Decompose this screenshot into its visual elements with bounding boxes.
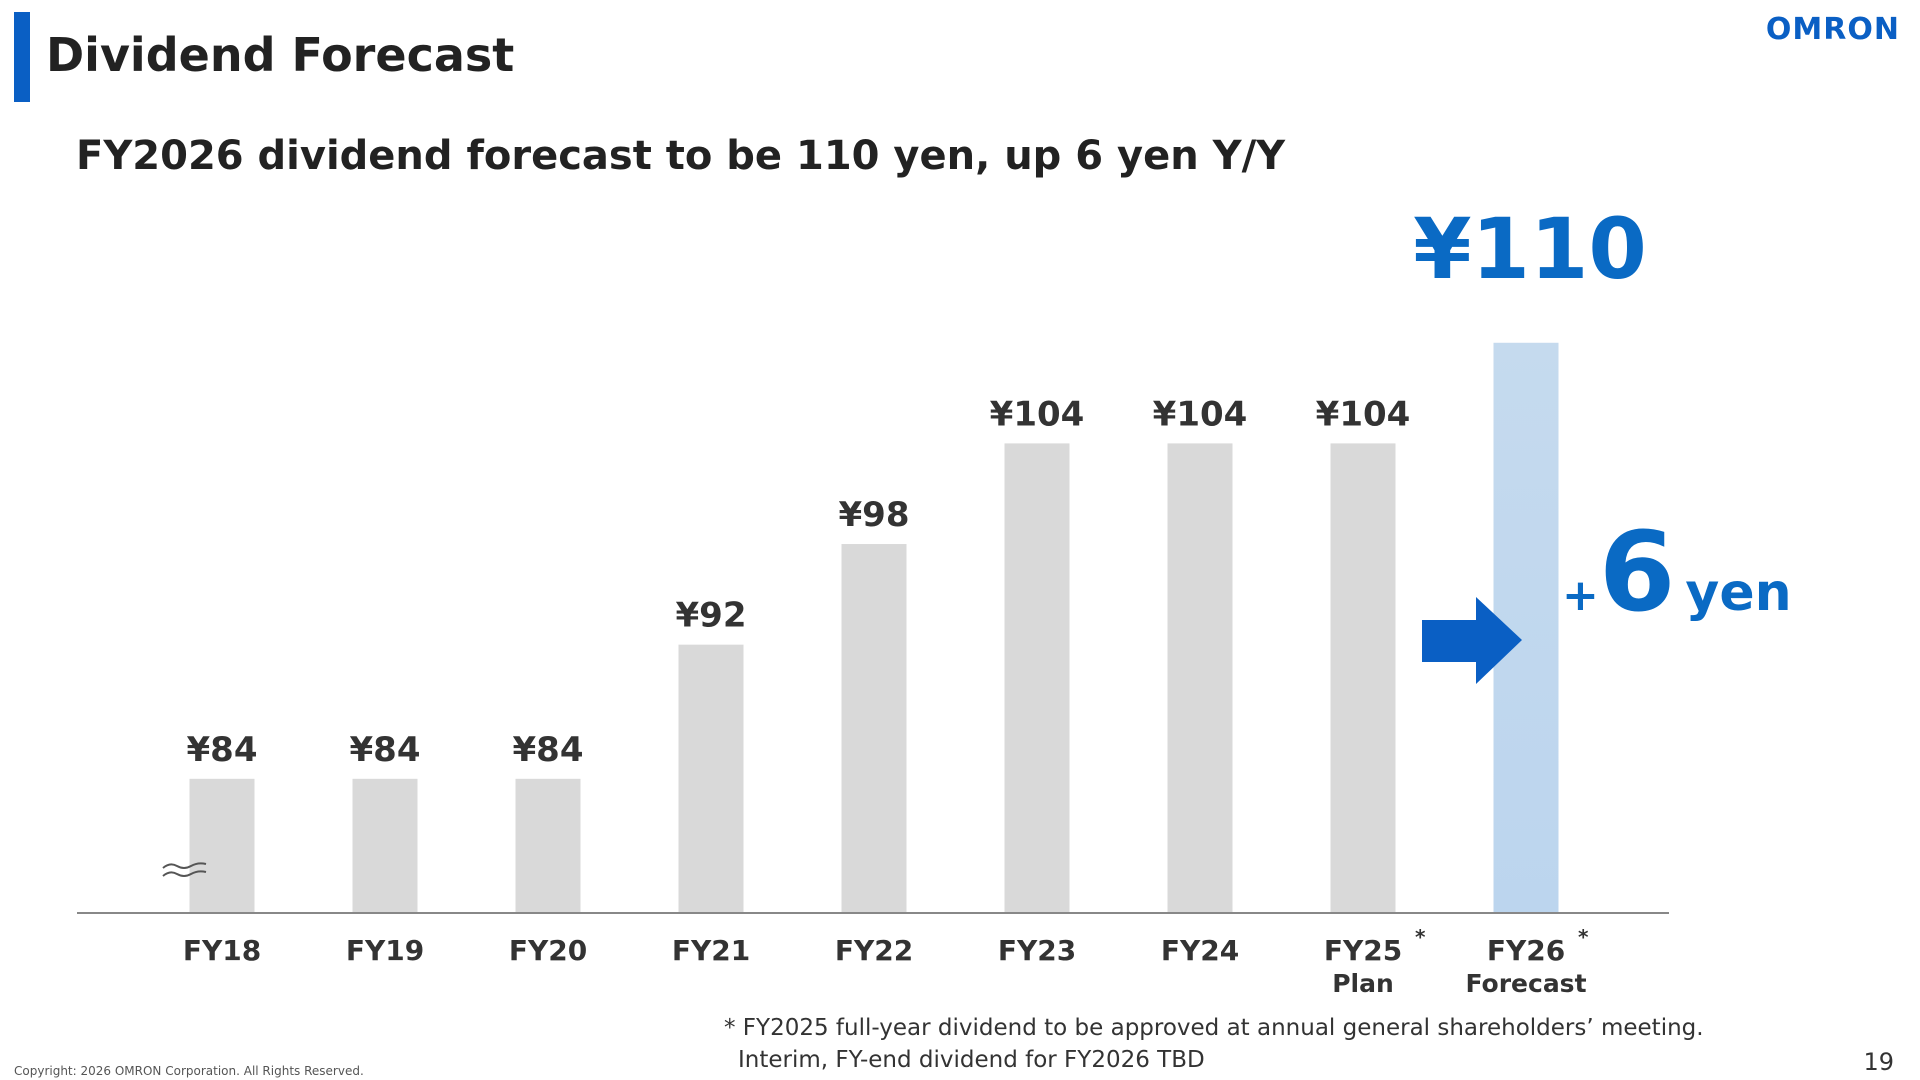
footnote: * FY2025 full-year dividend to be approv… [724,1012,1704,1076]
change-value: 6 [1598,508,1676,636]
category-mark-fy25: * [1415,925,1426,949]
axis-break-icon [162,862,207,877]
value-label-fy19: ¥84 [350,730,421,770]
value-label-fy25: ¥104 [1316,394,1411,434]
category-sublabel-fy26: Forecast [1465,969,1586,998]
footnote-line-1: * FY2025 full-year dividend to be approv… [724,1015,1704,1041]
page-number: 19 [1863,1048,1894,1076]
bar-fy25 [1330,443,1396,913]
bar-fy18 [189,778,255,913]
category-mark-fy26: * [1578,925,1589,949]
category-label-fy26: FY26 [1487,934,1565,967]
category-label-fy22: FY22 [835,934,913,967]
omron-logo: OMRON [1765,12,1900,47]
bar-fy24 [1167,443,1233,913]
title-accent-bar [14,12,30,102]
bar-fy22 [841,544,907,913]
headline-dividend-value: ¥110 [1413,200,1647,298]
bar-fy20 [515,778,581,913]
value-label-fy23: ¥104 [990,394,1085,434]
category-label-fy20: FY20 [509,934,587,967]
value-label-fy22: ¥98 [839,495,910,535]
value-label-fy21: ¥92 [676,596,747,636]
slide-title: Dividend Forecast [46,28,515,82]
bar-fy23 [1004,443,1070,913]
bar-fy19 [352,778,418,913]
category-label-fy25: FY25 [1324,934,1402,967]
category-sublabel-fy25: Plan [1332,969,1394,998]
change-plus-sign: + [1562,570,1599,621]
value-label-fy18: ¥84 [187,730,258,770]
category-label-fy24: FY24 [1161,934,1239,967]
category-label-fy21: FY21 [672,934,750,967]
change-unit: yen [1685,563,1792,623]
increase-arrow-icon [1422,597,1522,684]
yoy-change-callout: +6 yen [1562,508,1792,636]
bar-fy21 [678,644,744,913]
category-label-fy18: FY18 [183,934,261,967]
value-label-fy24: ¥104 [1153,394,1248,434]
value-label-fy20: ¥84 [513,730,584,770]
footnote-line-2: Interim, FY-end dividend for FY2026 TBD [738,1047,1205,1073]
copyright-text: Copyright: 2026 OMRON Corporation. All R… [14,1064,364,1078]
category-label-fy19: FY19 [346,934,424,967]
slide-subtitle: FY2026 dividend forecast to be 110 yen, … [76,133,1286,179]
category-label-fy23: FY23 [998,934,1076,967]
